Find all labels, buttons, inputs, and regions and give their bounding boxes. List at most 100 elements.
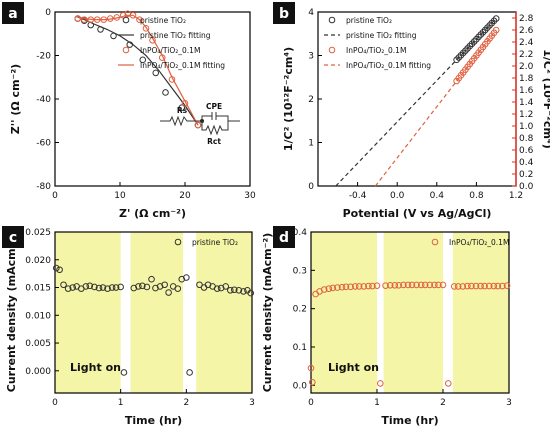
data-point — [91, 283, 98, 291]
panel-a: 0 10 20 30 -80 -60 -40 -20 0 Z' (Ω cm⁻²) Z'' (Ω cm… — [9, 8, 256, 220]
y-tick-label: 1 — [308, 139, 314, 149]
right-y-tick-label: 2.2 — [519, 50, 533, 60]
data-point — [431, 281, 438, 289]
x-axis-label: Z' (Ω cm⁻²) — [119, 207, 186, 220]
resistor-rs — [160, 115, 200, 127]
data-point — [104, 285, 111, 292]
x-axis-label: Potential (V vs Ag/AgCl) — [343, 207, 492, 220]
x-tick-label: 0.8 — [469, 191, 484, 201]
x-tick-label: 0 — [52, 191, 58, 201]
data-point — [186, 369, 193, 376]
right-y-tick-label: 0.0 — [519, 182, 534, 192]
light-on-region — [452, 232, 509, 393]
data-point — [439, 281, 447, 289]
panel-label-text: a — [8, 6, 17, 22]
y-tick-label: 0 — [45, 8, 51, 18]
data-point — [386, 281, 394, 289]
light-on-region — [311, 232, 377, 393]
data-point — [421, 281, 429, 289]
legend-label: InPO₄/TiO₂_0.1M — [140, 46, 200, 55]
right-y-tick-label: 1.4 — [519, 98, 534, 108]
light-on-region — [130, 232, 184, 393]
y-tick-label: 0.0 — [293, 381, 308, 391]
data-point — [161, 281, 168, 289]
label-cpe: CPE — [206, 102, 222, 111]
data-point — [334, 284, 341, 291]
right-y-tick-label: 0.6 — [519, 146, 534, 156]
fit-line — [335, 18, 497, 187]
data-point — [400, 281, 407, 289]
legend-label: pristine TiO₂ — [346, 16, 392, 25]
data-point — [74, 15, 82, 22]
right-y-tick-label: 0.8 — [519, 134, 534, 144]
data-point — [64, 285, 72, 292]
data-point — [108, 284, 116, 291]
data-point — [490, 282, 498, 290]
plot-frame — [310, 231, 510, 394]
data-point — [99, 284, 107, 291]
data-point — [351, 283, 359, 290]
data-point — [240, 288, 247, 295]
data-point — [183, 274, 190, 281]
legend-label: pristine TiO₂ fitting — [346, 31, 417, 40]
data-point — [53, 264, 60, 272]
data-point — [391, 281, 399, 289]
data-point — [309, 378, 316, 386]
data-point — [307, 364, 315, 372]
data-point — [120, 369, 128, 376]
x-tick-label: 3 — [506, 398, 512, 408]
data-point — [481, 282, 488, 290]
panel-label-c: c — [2, 226, 24, 248]
x-tick-label: 0 — [52, 398, 58, 408]
data-point — [492, 15, 500, 22]
data-point — [69, 284, 77, 291]
panel-label-text: c — [9, 230, 17, 246]
data-point — [377, 380, 384, 387]
resistor-rct — [201, 121, 229, 136]
data-point — [329, 284, 337, 292]
right-y-tick-label: 1.0 — [519, 122, 534, 132]
y-tick-label: -20 — [36, 52, 51, 62]
data-point — [382, 282, 389, 289]
wire — [201, 115, 212, 121]
data-point — [450, 283, 458, 290]
right-y-axis-label: 1/C² (10⁸F⁻²cm⁴) — [541, 49, 550, 149]
y-axis-label: Current density (mAcm⁻²) — [261, 233, 274, 393]
x-tick-label: 30 — [244, 191, 256, 201]
right-y-tick-label: 1.6 — [519, 86, 534, 96]
data-point — [139, 56, 147, 64]
right-y-tick-label: 2.8 — [519, 14, 534, 24]
data-point — [112, 284, 120, 291]
data-point — [426, 281, 434, 289]
data-point — [196, 281, 203, 289]
x-tick-label: 0.0 — [390, 191, 405, 201]
x-tick-label: 1.2 — [509, 191, 523, 201]
right-y-tick-label: 2.0 — [519, 62, 534, 72]
y-axis-label: Z'' (Ω cm⁻²) — [9, 64, 22, 134]
y-tick-label: -60 — [36, 139, 51, 149]
plot-frame — [54, 231, 253, 394]
data-point — [136, 16, 143, 23]
data-point — [413, 281, 420, 289]
data-point — [178, 104, 186, 111]
x-axis-label: Time (hr) — [125, 414, 182, 427]
legend-marker — [122, 46, 130, 54]
x-tick-label: 0 — [308, 398, 314, 408]
panel-label-d: d — [273, 226, 295, 248]
panel-label-b: b — [273, 2, 295, 24]
fit-line — [75, 14, 199, 126]
right-y-tick-label: 0.4 — [519, 158, 534, 168]
right-y-tick-label: 2.4 — [519, 38, 534, 48]
legend-label: pristine TiO₂ — [192, 238, 238, 247]
light-on-region — [55, 232, 121, 393]
data-point — [320, 286, 328, 293]
data-point — [355, 283, 363, 290]
y-tick-label: 0.3 — [293, 266, 307, 276]
panel-label-box — [273, 2, 295, 24]
y-tick-label: 0.000 — [25, 367, 51, 377]
panel-label-box — [273, 226, 295, 248]
data-point — [472, 282, 480, 290]
data-point — [247, 289, 254, 297]
data-point — [235, 286, 243, 294]
data-point — [56, 266, 63, 274]
